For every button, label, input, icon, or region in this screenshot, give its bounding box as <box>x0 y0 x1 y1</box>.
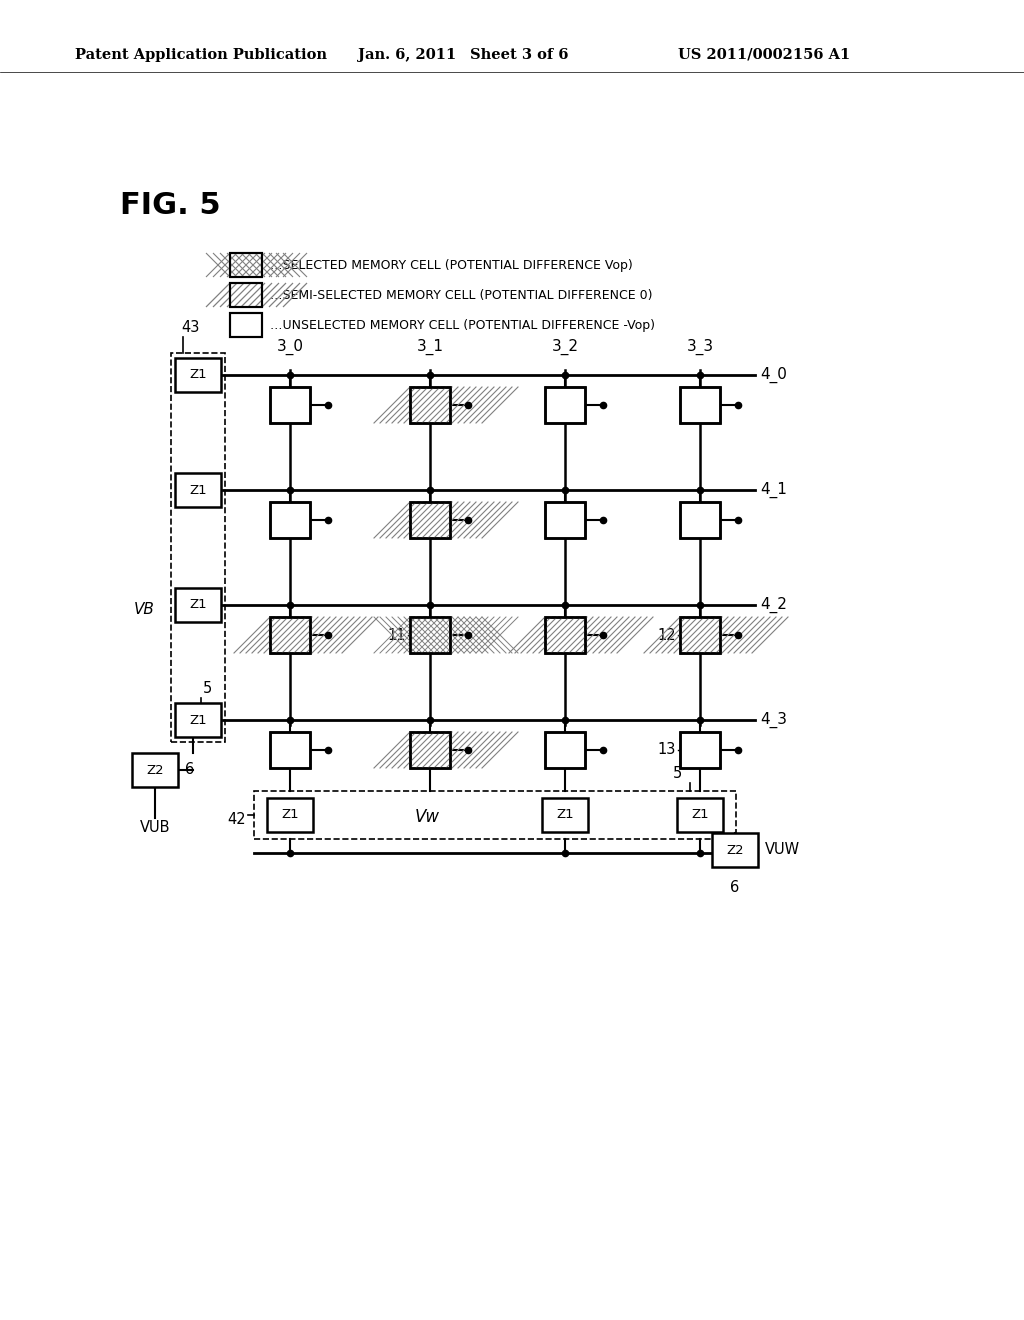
Text: 13: 13 <box>657 742 676 758</box>
Text: 5: 5 <box>203 681 212 696</box>
Bar <box>680 733 720 768</box>
Bar <box>230 313 262 337</box>
Text: Z1: Z1 <box>189 598 207 611</box>
Text: Jan. 6, 2011: Jan. 6, 2011 <box>358 48 457 62</box>
Bar <box>132 752 178 787</box>
Text: Z1: Z1 <box>189 368 207 381</box>
Bar <box>545 502 585 539</box>
Bar <box>175 704 221 737</box>
Bar <box>270 733 310 768</box>
Bar <box>171 352 225 742</box>
Text: Sheet 3 of 6: Sheet 3 of 6 <box>470 48 568 62</box>
Bar <box>542 799 588 832</box>
Bar <box>410 733 450 768</box>
Bar <box>175 358 221 392</box>
Text: VUB: VUB <box>139 820 170 836</box>
Bar <box>175 587 221 622</box>
Text: VB: VB <box>134 602 155 618</box>
Bar <box>545 387 585 422</box>
Bar <box>270 387 310 422</box>
Bar <box>270 616 310 653</box>
Text: Z1: Z1 <box>189 714 207 726</box>
Text: 6: 6 <box>730 880 739 895</box>
Text: Z2: Z2 <box>146 763 164 776</box>
Bar <box>680 502 720 539</box>
Bar <box>545 616 585 653</box>
Bar <box>270 616 310 653</box>
Bar <box>410 733 450 768</box>
Bar <box>712 833 758 867</box>
Bar <box>270 502 310 539</box>
Bar <box>254 791 736 840</box>
Text: FIG. 5: FIG. 5 <box>120 190 220 219</box>
Text: VUW: VUW <box>765 842 800 858</box>
Bar <box>270 502 310 539</box>
Text: 4_2: 4_2 <box>760 597 786 612</box>
Bar <box>410 387 450 422</box>
Bar <box>680 616 720 653</box>
Bar <box>410 616 450 653</box>
Bar <box>545 387 585 422</box>
Bar <box>230 282 262 308</box>
Bar <box>230 282 262 308</box>
Text: 3_1: 3_1 <box>417 339 443 355</box>
Text: 3_2: 3_2 <box>552 339 579 355</box>
Bar <box>677 799 723 832</box>
Text: Z1: Z1 <box>282 808 299 821</box>
Text: 42: 42 <box>227 812 246 826</box>
Bar <box>680 387 720 422</box>
Bar <box>545 502 585 539</box>
Text: 5: 5 <box>673 766 682 781</box>
Bar <box>230 313 262 337</box>
Text: Z1: Z1 <box>556 808 573 821</box>
Bar <box>545 733 585 768</box>
Bar <box>680 387 720 422</box>
Text: 4_3: 4_3 <box>760 711 787 729</box>
Bar <box>410 502 450 539</box>
Bar <box>270 733 310 768</box>
Text: 12: 12 <box>657 627 676 643</box>
Bar <box>270 387 310 422</box>
Text: US 2011/0002156 A1: US 2011/0002156 A1 <box>678 48 850 62</box>
Text: Z1: Z1 <box>691 808 709 821</box>
Text: 3_3: 3_3 <box>686 339 714 355</box>
Text: …UNSELECTED MEMORY CELL (POTENTIAL DIFFERENCE -Vop): …UNSELECTED MEMORY CELL (POTENTIAL DIFFE… <box>270 318 655 331</box>
Bar <box>545 616 585 653</box>
Text: 4_0: 4_0 <box>760 367 786 383</box>
Bar <box>410 616 450 653</box>
Text: 4_1: 4_1 <box>760 482 786 498</box>
Text: 43: 43 <box>181 319 200 335</box>
Text: Z1: Z1 <box>189 483 207 496</box>
Bar <box>410 502 450 539</box>
Text: Patent Application Publication: Patent Application Publication <box>75 48 327 62</box>
Text: 11: 11 <box>387 627 406 643</box>
Text: Vw: Vw <box>415 808 439 826</box>
Text: …SELECTED MEMORY CELL (POTENTIAL DIFFERENCE Vop): …SELECTED MEMORY CELL (POTENTIAL DIFFERE… <box>270 259 633 272</box>
Bar <box>267 799 313 832</box>
Text: 6: 6 <box>185 763 195 777</box>
Bar <box>175 473 221 507</box>
Bar <box>545 733 585 768</box>
Bar <box>680 733 720 768</box>
Text: …SEMI-SELECTED MEMORY CELL (POTENTIAL DIFFERENCE 0): …SEMI-SELECTED MEMORY CELL (POTENTIAL DI… <box>270 289 652 301</box>
Bar <box>680 502 720 539</box>
Bar <box>680 616 720 653</box>
Bar <box>230 253 262 277</box>
Bar <box>230 253 262 277</box>
Text: 3_0: 3_0 <box>276 339 303 355</box>
Bar <box>410 387 450 422</box>
Text: Z2: Z2 <box>726 843 743 857</box>
